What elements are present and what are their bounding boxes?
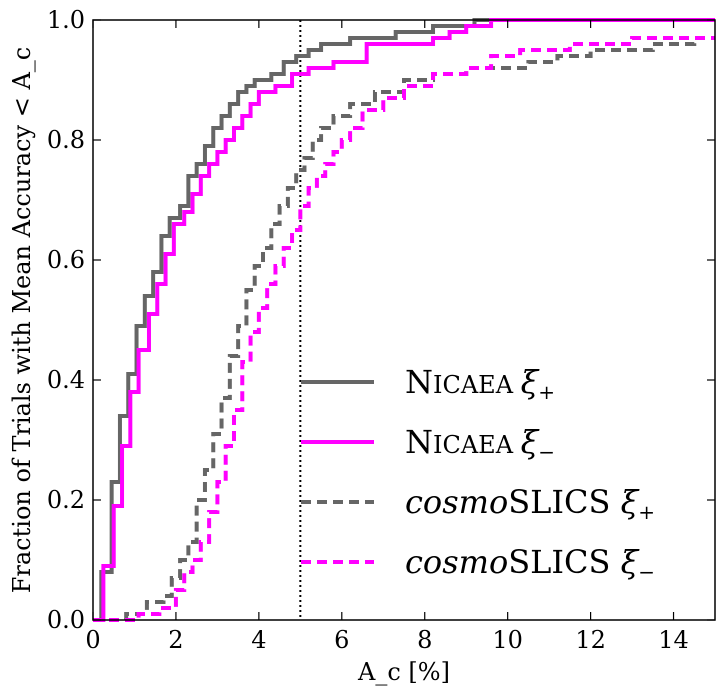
y-tick-label: 0.6 xyxy=(47,246,85,274)
series-layer xyxy=(93,18,715,622)
x-tick-label: 0 xyxy=(85,626,100,654)
axes-frame xyxy=(92,19,716,621)
y-tick-label: 0.0 xyxy=(47,606,85,634)
legend-label-3: cosmoSLICS ξ+ xyxy=(405,483,655,524)
x-tick-label: 8 xyxy=(417,626,432,654)
y-tick-label: 0.8 xyxy=(47,126,85,154)
legend-label-2: NICAEA ξ− xyxy=(405,423,555,464)
x-tick-label: 6 xyxy=(334,626,349,654)
x-axis-label: A_c [%] xyxy=(357,658,450,686)
legend: NICAEA ξ+ NICAEA ξ− cosmoSLICS ξ+ cosmoSLIC… xyxy=(301,363,655,584)
y-tick-label: 0.2 xyxy=(47,486,85,514)
x-tick-label: 10 xyxy=(492,626,523,654)
x-tick-label: 4 xyxy=(251,626,266,654)
y-tick-label: 1.0 xyxy=(47,6,85,34)
x-tick-label: 12 xyxy=(575,626,606,654)
series-line-4 xyxy=(93,36,715,622)
series-line-1 xyxy=(93,18,715,622)
legend-label-1: NICAEA ξ+ xyxy=(405,363,555,404)
legend-label-4: cosmoSLICS ξ− xyxy=(405,543,655,584)
x-tick-label: 2 xyxy=(168,626,183,654)
y-tick-label: 0.4 xyxy=(47,366,85,394)
y-axis-label: Fraction of Trials with Mean Accuracy < … xyxy=(8,47,36,594)
series-line-2 xyxy=(93,18,715,622)
x-tick-label: 14 xyxy=(658,626,689,654)
series-line-3 xyxy=(93,36,715,622)
tick-layer: 0 2 4 6 8 10 12 14 0.0 0.2 0.4 0.6 0.8 1.0 xyxy=(47,6,715,654)
